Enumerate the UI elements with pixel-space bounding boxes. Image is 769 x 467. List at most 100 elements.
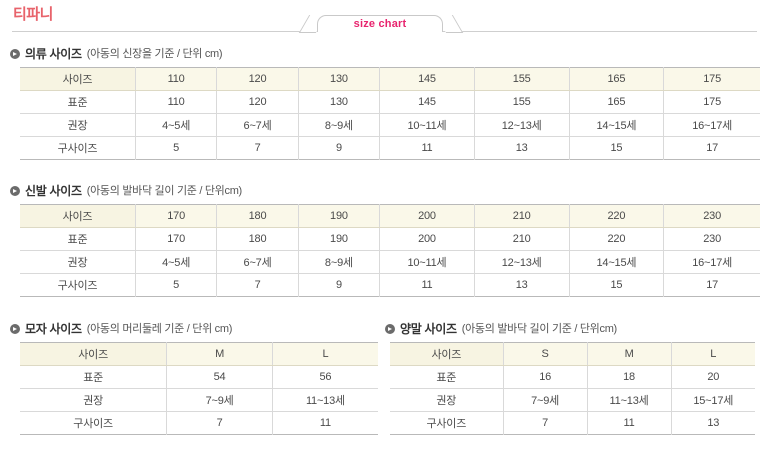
table-cell: 10~11세	[379, 113, 475, 137]
row-label: 권장	[20, 250, 136, 274]
table-cell: 110	[135, 67, 218, 91]
table-row: 구사이즈 5 7 9 11 13 15 17	[20, 136, 760, 160]
table-cell: 180	[216, 204, 299, 228]
table-cell: 5	[135, 273, 218, 297]
section-clothing-size: 의류 사이즈 (아동의 신장을 기준 / 단위 cm) 사이즈 110 120 130…	[10, 47, 760, 160]
table-cell: 7	[166, 411, 273, 435]
row-label: 사이즈	[20, 342, 168, 366]
arrow-circle-icon	[385, 324, 395, 334]
tab-size-chart-label[interactable]: size chart	[353, 18, 407, 30]
arrow-circle-icon	[10, 186, 20, 196]
tab-size-chart[interactable]	[317, 15, 443, 32]
table-row: 구사이즈 7 11	[20, 411, 378, 435]
table-cell: 54	[166, 365, 273, 389]
table-cell: 7~9세	[503, 388, 588, 412]
table-cell: L	[671, 342, 755, 366]
table-row: 표준 16 18 20	[390, 365, 755, 389]
table-cell: 14~15세	[569, 250, 665, 274]
table-cell: 210	[474, 227, 570, 251]
table-cell: 4~5세	[135, 250, 218, 274]
table-cell: 4~5세	[135, 113, 218, 137]
table-clothing-size: 사이즈 110 120 130 145 155 165 175 표준 110 120 130 145 15…	[20, 67, 760, 160]
table-cell: 130	[298, 90, 381, 114]
section-hat-size: 모자 사이즈 (아동의 머리둘레 기준 / 단위 cm) 사이즈 M L 표준 54 56…	[10, 322, 380, 435]
row-label: 표준	[20, 90, 136, 114]
section-name: 양말 사이즈	[400, 322, 457, 336]
table-socks-size: 사이즈 S M L 표준 16 18 20 권장 7~9세 11~13세 15~17세 구사이즈 7 11 1…	[390, 342, 755, 435]
table-cell: 7~9세	[166, 388, 273, 412]
row-label: 권장	[390, 388, 504, 412]
table-cell: 165	[569, 90, 665, 114]
table-cell: 18	[587, 365, 672, 389]
arrow-circle-icon	[10, 324, 20, 334]
table-cell: 13	[474, 273, 570, 297]
table-cell: 220	[569, 204, 665, 228]
table-row: 사이즈 170 180 190 200 210 220 230	[20, 204, 760, 228]
row-label: 권장	[20, 113, 136, 137]
table-cell: 16~17세	[663, 113, 760, 137]
table-cell: 11~13세	[587, 388, 672, 412]
table-cell: 56	[272, 365, 378, 389]
table-cell: 145	[379, 90, 475, 114]
table-cell: 200	[379, 204, 475, 228]
section-name: 신발 사이즈	[25, 184, 82, 198]
table-shoes-size: 사이즈 170 180 190 200 210 220 230 표준 170 180 190 200 21…	[20, 204, 760, 297]
row-label: 구사이즈	[20, 273, 136, 297]
row-label: 표준	[390, 365, 504, 389]
table-cell: 15	[569, 273, 665, 297]
table-row: 구사이즈 5 7 9 11 13 15 17	[20, 273, 760, 297]
table-cell: 7	[503, 411, 588, 435]
section-note: (아동의 발바닥 길이 기준 / 단위cm)	[86, 185, 242, 197]
table-body: 사이즈 110 120 130 145 155 165 175 표준 110 120 130 145 15…	[20, 67, 760, 160]
section-socks-size: 양말 사이즈 (아동의 발바닥 길이 기준 / 단위cm) 사이즈 S M L 표준 16…	[385, 322, 759, 435]
tab-bottom-mask	[318, 30, 442, 33]
table-cell: 9	[298, 136, 381, 160]
table-cell: 170	[135, 204, 218, 228]
table-cell: 155	[474, 90, 570, 114]
table-hat-size: 사이즈 M L 표준 54 56 권장 7~9세 11~13세 구사이즈 7 11	[20, 342, 378, 435]
table-cell: 11	[379, 273, 475, 297]
table-cell: 120	[216, 67, 299, 91]
table-cell: 16~17세	[663, 250, 760, 274]
table-row: 권장 4~5세 6~7세 8~9세 10~11세 12~13세 14~15세 16~17세	[20, 113, 760, 137]
table-cell: 16	[503, 365, 588, 389]
brand-logo[interactable]: 티파니	[13, 6, 53, 23]
table-cell: 5	[135, 136, 218, 160]
table-cell: M	[166, 342, 273, 366]
table-cell: 13	[707, 417, 720, 429]
row-label: 표준	[20, 365, 168, 389]
table-row: 권장 7~9세 11~13세 15~17세	[390, 388, 755, 412]
table-cell: 130	[298, 67, 381, 91]
table-cell: 20	[671, 365, 755, 389]
page-header: 티파니 size chart	[0, 0, 769, 40]
table-cell: 155	[474, 67, 570, 91]
table-cell: 210	[474, 204, 570, 228]
table-cell: 7	[216, 273, 299, 297]
table-body: 사이즈 170 180 190 200 210 220 230 표준 170 180 190 200 21…	[20, 204, 760, 297]
section-note: (아동의 발바닥 길이 기준 / 단위cm)	[461, 323, 617, 335]
section-name: 의류 사이즈	[25, 47, 82, 61]
section-title: 신발 사이즈 (아동의 발바닥 길이 기준 / 단위cm)	[10, 184, 759, 198]
table-cell: 11~13세	[272, 388, 378, 412]
table-cell: 8~9세	[298, 113, 381, 137]
table-cell: 6~7세	[216, 250, 299, 274]
table-body: 사이즈 M L 표준 54 56 권장 7~9세 11~13세 구사이즈 7 11	[20, 342, 378, 435]
table-cell: 120	[216, 90, 299, 114]
table-cell: 6~7세	[216, 113, 299, 137]
row-label: 구사이즈	[20, 411, 168, 435]
table-row: 사이즈 S M L	[390, 342, 755, 366]
table-cell: 190	[298, 227, 381, 251]
table-row: 권장 7~9세 11~13세	[20, 388, 378, 412]
table-cell: 17	[706, 279, 719, 291]
section-title: 모자 사이즈 (아동의 머리둘레 기준 / 단위 cm)	[10, 322, 380, 336]
section-shoes-size: 신발 사이즈 (아동의 발바닥 길이 기준 / 단위cm) 사이즈 170 180 1…	[10, 184, 760, 297]
table-cell: 15~17세	[671, 388, 755, 412]
table-cell: 230	[663, 204, 760, 228]
table-cell: 8~9세	[298, 250, 381, 274]
table-cell: 12~13세	[474, 250, 570, 274]
table-cell: 175	[663, 90, 760, 114]
table-cell: 220	[569, 227, 665, 251]
row-label: 구사이즈	[20, 136, 136, 160]
section-note: (아동의 머리둘레 기준 / 단위 cm)	[86, 323, 233, 335]
table-row: 구사이즈 7 11 13	[390, 411, 755, 435]
